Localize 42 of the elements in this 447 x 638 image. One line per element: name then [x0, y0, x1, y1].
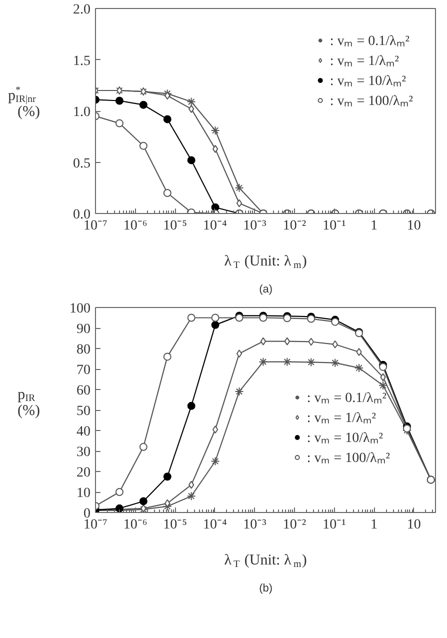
y-tick-label: 40 — [76, 424, 90, 440]
y-tick-label: 2.0 — [73, 2, 90, 18]
x-tick-label: 1 — [370, 518, 378, 532]
y-tick-label: 0.5 — [73, 156, 90, 172]
legend-label: : vₘ = 0.1/λₘ² — [330, 33, 410, 50]
y-tick-label: 1.0 — [73, 105, 90, 120]
y-tick-label: 70 — [76, 363, 90, 378]
legend-label: : vₘ = 1/λₘ² — [330, 53, 399, 70]
legend-label: : vₘ = 10/λₘ² — [306, 430, 383, 447]
y-tick-label: 10 — [76, 486, 90, 501]
x-tick-label: 10 — [406, 218, 421, 234]
x-tick-label: 10⁻¹ — [322, 218, 346, 234]
legend-label: : vₘ = 0.1/λₘ² — [306, 390, 386, 407]
x-tick-label: 10⁻² — [282, 218, 306, 234]
legend-label: : vₘ = 10/λₘ² — [330, 73, 406, 90]
x-tick-label: 10⁻¹ — [322, 518, 346, 532]
x-tick-label: 10⁻³ — [243, 218, 266, 234]
x-tick-label: 10⁻⁶ — [123, 518, 148, 532]
x-tick-label: 10⁻³ — [243, 518, 266, 532]
text: (b) — [259, 582, 273, 594]
y-tick-label: 30 — [76, 445, 90, 460]
legend-label: : vₘ = 100/λₘ² — [330, 93, 413, 110]
x-tick-label: 10⁻⁵ — [163, 518, 188, 532]
x-tick-label: 1 — [370, 218, 378, 234]
legend-label: : vₘ = 100/λₘ² — [306, 450, 390, 467]
y-tick-label: 100 — [70, 302, 90, 316]
text: (a) — [259, 284, 273, 296]
x-tick-label: 10⁻⁴ — [202, 518, 227, 532]
legend-label: : vₘ = 1/λₘ² — [306, 410, 376, 427]
y-tick-label: 20 — [76, 466, 90, 480]
x-tick-label: 10 — [406, 518, 421, 532]
y-tick-label: 60 — [76, 384, 90, 398]
y-tick-label: 1.5 — [73, 54, 90, 69]
x-tick-label: 10⁻² — [282, 518, 306, 532]
x-tick-label: 10⁻⁷ — [84, 518, 108, 532]
y-tick-label: 90 — [76, 322, 90, 337]
x-tick-label: 10⁻⁷ — [84, 218, 108, 234]
y-tick-label: 50 — [76, 404, 90, 419]
x-tick-label: 10⁻⁵ — [163, 218, 188, 234]
x-tick-label: 10⁻⁶ — [123, 218, 148, 234]
x-tick-label: 10⁻⁴ — [202, 218, 227, 234]
y-tick-label: 80 — [76, 342, 90, 358]
